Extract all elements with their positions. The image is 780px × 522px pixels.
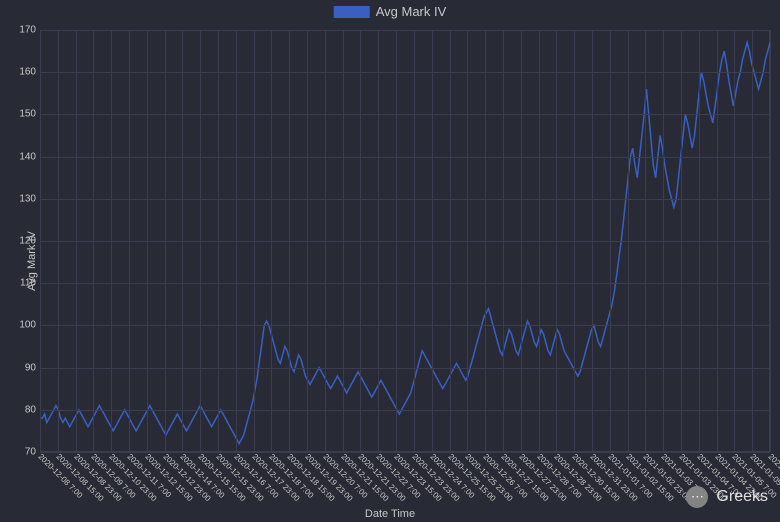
gridline-v — [343, 30, 344, 452]
chart-legend: Avg Mark IV — [334, 4, 447, 19]
gridline-v — [307, 30, 308, 452]
gridline-v — [734, 30, 735, 452]
gridline-h — [40, 157, 770, 158]
gridline-v — [450, 30, 451, 452]
y-tick: 170 — [19, 25, 40, 36]
legend-swatch — [334, 6, 370, 18]
gridline-v — [663, 30, 664, 452]
gridline-v — [556, 30, 557, 452]
gridline-v — [271, 30, 272, 452]
gridline-v — [40, 30, 41, 452]
gridline-v — [325, 30, 326, 452]
gridline-v — [521, 30, 522, 452]
gridline-v — [681, 30, 682, 452]
gridline-v — [645, 30, 646, 452]
gridline-v — [182, 30, 183, 452]
gridline-v — [752, 30, 753, 452]
gridline-v — [414, 30, 415, 452]
gridline-h — [40, 199, 770, 200]
gridline-v — [503, 30, 504, 452]
y-tick: 150 — [19, 109, 40, 120]
gridline-v — [165, 30, 166, 452]
gridline-v — [378, 30, 379, 452]
gridline-h — [40, 368, 770, 369]
gridline-h — [40, 283, 770, 284]
y-tick: 100 — [19, 320, 40, 331]
y-tick: 120 — [19, 236, 40, 247]
y-tick: 130 — [19, 193, 40, 204]
gridline-v — [93, 30, 94, 452]
gridline-v — [147, 30, 148, 452]
y-tick: 90 — [25, 362, 40, 373]
gridline-h — [40, 114, 770, 115]
y-tick: 80 — [25, 404, 40, 415]
y-tick: 110 — [20, 278, 40, 289]
gridline-v — [254, 30, 255, 452]
watermark-icon: ⋯ — [686, 486, 708, 508]
watermark: ⋯ Greeks — [686, 486, 768, 508]
gridline-v — [610, 30, 611, 452]
gridline-v — [360, 30, 361, 452]
watermark-text: Greeks — [716, 488, 768, 506]
gridline-v — [111, 30, 112, 452]
gridline-h — [40, 410, 770, 411]
plot-area: 7080901001101201301401501601702020-12-08… — [40, 30, 770, 452]
gridline-v — [717, 30, 718, 452]
legend-label: Avg Mark IV — [376, 4, 447, 19]
gridline-h — [40, 30, 770, 31]
gridline-v — [539, 30, 540, 452]
gridline-v — [129, 30, 130, 452]
gridline-v — [485, 30, 486, 452]
gridline-v — [467, 30, 468, 452]
gridline-v — [289, 30, 290, 452]
gridline-h — [40, 325, 770, 326]
gridline-v — [200, 30, 201, 452]
chart-container: Avg Mark IV Avg Mark IV Date Time 708090… — [0, 0, 780, 522]
y-tick: 140 — [19, 151, 40, 162]
gridline-h — [40, 72, 770, 73]
y-tick: 160 — [19, 67, 40, 78]
gridline-v — [236, 30, 237, 452]
gridline-v — [574, 30, 575, 452]
gridline-v — [699, 30, 700, 452]
gridline-v — [592, 30, 593, 452]
gridline-v — [218, 30, 219, 452]
x-axis-label: Date Time — [365, 508, 415, 520]
gridline-v — [628, 30, 629, 452]
gridline-h — [40, 241, 770, 242]
gridline-v — [432, 30, 433, 452]
gridline-v — [770, 30, 771, 452]
gridline-v — [396, 30, 397, 452]
gridline-v — [76, 30, 77, 452]
gridline-v — [58, 30, 59, 452]
